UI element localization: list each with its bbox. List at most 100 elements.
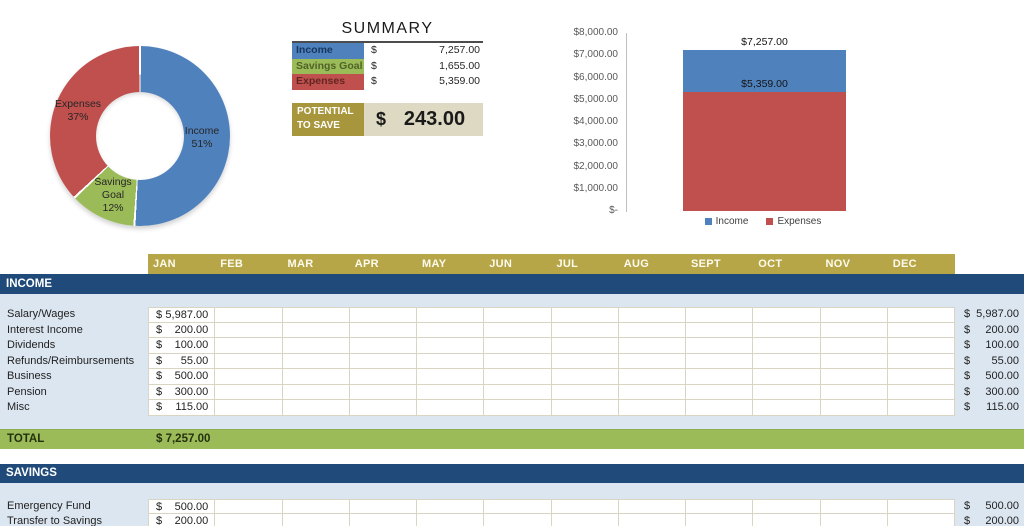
- cell-apr[interactable]: [349, 514, 417, 526]
- row-label[interactable]: Interest Income: [0, 322, 148, 338]
- cell-jul[interactable]: [551, 400, 619, 416]
- cell-aug[interactable]: [618, 307, 686, 323]
- month-header-dec[interactable]: DEC: [892, 258, 917, 270]
- month-header-feb[interactable]: FEB: [220, 258, 244, 270]
- cell-may[interactable]: [417, 322, 485, 338]
- row-label[interactable]: Pension: [0, 384, 148, 400]
- cell-feb[interactable]: [215, 384, 283, 400]
- cell-aug[interactable]: [618, 353, 686, 369]
- cell-sept[interactable]: [686, 369, 754, 385]
- cell-dec[interactable]: [887, 307, 955, 323]
- cell-may[interactable]: [417, 338, 485, 354]
- cell-may[interactable]: [417, 369, 485, 385]
- cell-apr[interactable]: [349, 307, 417, 323]
- month-header-oct[interactable]: OCT: [758, 258, 783, 270]
- cell-jan[interactable]: $100.00: [148, 338, 216, 354]
- row-total-cell[interactable]: $115.00: [955, 400, 1024, 416]
- cell-may[interactable]: [417, 498, 485, 514]
- cell-apr[interactable]: [349, 369, 417, 385]
- cell-sept[interactable]: [686, 353, 754, 369]
- cell-aug[interactable]: [618, 384, 686, 400]
- section-header-income[interactable]: INCOME: [0, 274, 1024, 294]
- cell-jan[interactable]: $5,987.00: [148, 307, 216, 323]
- cell-oct[interactable]: [753, 353, 821, 369]
- cell-dec[interactable]: [887, 514, 955, 526]
- cell-dec[interactable]: [887, 353, 955, 369]
- cell-nov[interactable]: [820, 338, 888, 354]
- cell-feb[interactable]: [215, 369, 283, 385]
- cell-dec[interactable]: [887, 400, 955, 416]
- cell-oct[interactable]: [753, 322, 821, 338]
- row-label[interactable]: Transfer to Savings: [0, 514, 148, 526]
- cell-jan[interactable]: $300.00: [148, 384, 216, 400]
- cell-feb[interactable]: [215, 400, 283, 416]
- cell-jan[interactable]: $200.00: [148, 322, 216, 338]
- cell-may[interactable]: [417, 353, 485, 369]
- cell-jul[interactable]: [551, 498, 619, 514]
- row-label[interactable]: Salary/Wages: [0, 307, 148, 323]
- cell-nov[interactable]: [820, 307, 888, 323]
- cell-feb[interactable]: [215, 307, 283, 323]
- cell-jul[interactable]: [551, 322, 619, 338]
- cell-mar[interactable]: [282, 384, 350, 400]
- month-header-jul[interactable]: JUL: [556, 258, 579, 270]
- cell-oct[interactable]: [753, 307, 821, 323]
- cell-mar[interactable]: [282, 307, 350, 323]
- cell-mar[interactable]: [282, 322, 350, 338]
- cell-jan[interactable]: $55.00: [148, 353, 216, 369]
- row-total-cell[interactable]: $300.00: [955, 384, 1024, 400]
- cell-nov[interactable]: [820, 384, 888, 400]
- cell-aug[interactable]: [618, 322, 686, 338]
- month-header-may[interactable]: MAY: [422, 258, 447, 270]
- cell-mar[interactable]: [282, 369, 350, 385]
- cell-jan[interactable]: $200.00: [148, 514, 216, 526]
- cell-sept[interactable]: [686, 307, 754, 323]
- cell-aug[interactable]: [618, 514, 686, 526]
- cell-nov[interactable]: [820, 322, 888, 338]
- cell-dec[interactable]: [887, 384, 955, 400]
- cell-apr[interactable]: [349, 400, 417, 416]
- row-label[interactable]: Business: [0, 369, 148, 385]
- cell-feb[interactable]: [215, 322, 283, 338]
- row-label[interactable]: Emergency Fund: [0, 498, 148, 514]
- potential-to-save-label[interactable]: POTENTIAL TO SAVE: [292, 103, 364, 137]
- total-row[interactable]: TOTAL $ 7,257.00: [0, 428, 1024, 449]
- cell-jun[interactable]: [484, 338, 552, 354]
- cell-dec[interactable]: [887, 338, 955, 354]
- cell-jul[interactable]: [551, 307, 619, 323]
- cell-mar[interactable]: [282, 353, 350, 369]
- cell-jun[interactable]: [484, 307, 552, 323]
- month-header-sept[interactable]: SEPT: [691, 258, 721, 270]
- row-total-cell[interactable]: $100.00: [955, 338, 1024, 354]
- month-header-aug[interactable]: AUG: [623, 258, 650, 270]
- cell-dec[interactable]: [887, 322, 955, 338]
- cell-apr[interactable]: [349, 353, 417, 369]
- cell-jun[interactable]: [484, 353, 552, 369]
- row-total-cell[interactable]: $55.00: [955, 353, 1024, 369]
- cell-sept[interactable]: [686, 400, 754, 416]
- row-total-cell[interactable]: $200.00: [955, 322, 1024, 338]
- cell-mar[interactable]: [282, 498, 350, 514]
- cell-sept[interactable]: [686, 338, 754, 354]
- cell-aug[interactable]: [618, 338, 686, 354]
- cell-may[interactable]: [417, 384, 485, 400]
- cell-dec[interactable]: [887, 369, 955, 385]
- potential-to-save-value-cell[interactable]: $ 243.00: [364, 103, 483, 137]
- cell-oct[interactable]: [753, 338, 821, 354]
- summary-row-income[interactable]: Income $7,257.00: [292, 43, 483, 59]
- cell-jul[interactable]: [551, 514, 619, 526]
- cell-jan[interactable]: $115.00: [148, 400, 216, 416]
- month-header-apr[interactable]: APR: [354, 258, 379, 270]
- cell-sept[interactable]: [686, 498, 754, 514]
- cell-nov[interactable]: [820, 498, 888, 514]
- cell-apr[interactable]: [349, 322, 417, 338]
- summary-row-expenses[interactable]: Expenses $5,359.00: [292, 74, 483, 91]
- cell-jun[interactable]: [484, 498, 552, 514]
- cell-jun[interactable]: [484, 322, 552, 338]
- cell-oct[interactable]: [753, 514, 821, 526]
- cell-oct[interactable]: [753, 498, 821, 514]
- row-total-cell[interactable]: $200.00: [955, 514, 1024, 526]
- cell-jun[interactable]: [484, 400, 552, 416]
- cell-may[interactable]: [417, 400, 485, 416]
- cell-jan[interactable]: $500.00: [148, 369, 216, 385]
